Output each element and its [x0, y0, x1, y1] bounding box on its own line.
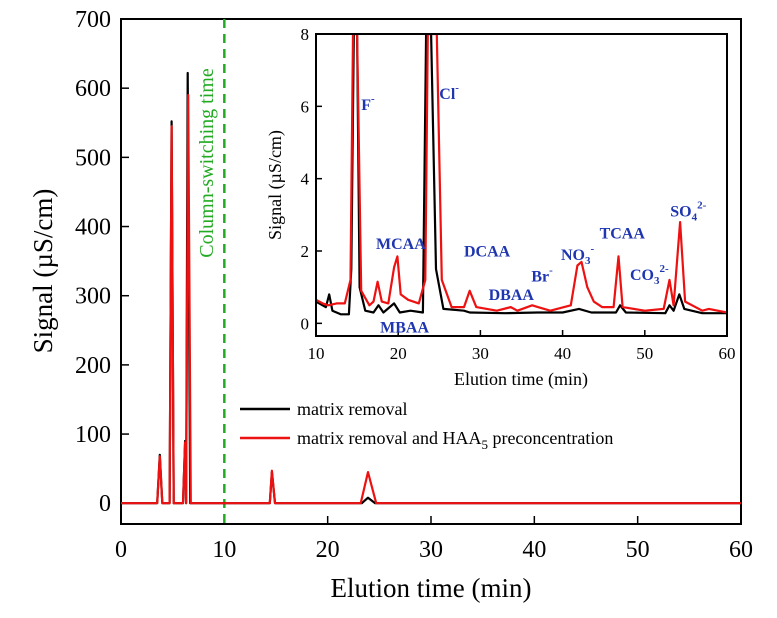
legend-label-preconcentration-main: matrix removal and HAA	[297, 428, 481, 448]
main-y-axis-title: Signal (µS/cm)	[28, 189, 58, 354]
main-x-tick-label-20: 20	[316, 537, 340, 563]
inset-y-tick-label-6: 6	[301, 97, 310, 116]
inset-x-tick-label-20: 20	[390, 344, 407, 363]
main-y-tick-label-500: 500	[75, 145, 111, 171]
main-x-tick-label-0: 0	[115, 537, 127, 563]
main-y-tick-label-400: 400	[75, 215, 111, 241]
main-series-matrix-removal-and-haa5-preconcentration	[121, 94, 741, 505]
main-y-tick-label-600: 600	[75, 76, 111, 102]
inset-series-group	[316, 34, 727, 316]
annotation-dcaa: DCAA	[464, 243, 511, 260]
annotation-cl: Cl-	[439, 82, 459, 103]
main-x-tick-label-50: 50	[626, 537, 650, 563]
inset-x-tick-label-30: 30	[472, 344, 489, 363]
annotation-co: CO32-	[630, 263, 669, 287]
annotation-tcaa: TCAA	[600, 225, 646, 242]
column-switching-label: Column-switching time	[196, 68, 218, 258]
inset-background	[316, 34, 727, 336]
main-y-tick-label-0: 0	[99, 491, 111, 517]
inset-x-tick-label-10: 10	[308, 344, 325, 363]
inset-series-matrix-removal	[316, 34, 727, 316]
inset-plot-frame	[315, 33, 728, 337]
inset-x-axis-title: Elution time (min)	[454, 369, 588, 390]
main-y-tick-label-300: 300	[75, 284, 111, 310]
inset-y-tick-label-2: 2	[301, 242, 310, 261]
main-x-tick-label-60: 60	[729, 537, 753, 563]
inset-y-axis-title: Signal (µS/cm)	[265, 130, 286, 240]
inset-y-tick-label-8: 8	[301, 25, 310, 44]
inset-x-tick-label-50: 50	[636, 344, 653, 363]
legend-label-preconcentration-sub: 5	[481, 437, 488, 452]
inset-x-tick-label-60: 60	[719, 344, 736, 363]
inset-plot: 10 20 30 40 50 60 0 2 4 6 8 F- Cl- MCAA DCAA MBAA DBAAB…	[265, 25, 736, 390]
legend: matrix removal matrix removal and HAA5 p…	[240, 399, 613, 452]
annotation-mbaa: MBAA	[380, 319, 429, 336]
annotation-dbaa: DBAA	[489, 287, 535, 304]
inset-x-tick-label-40: 40	[554, 344, 571, 363]
main-y-tick-label-100: 100	[75, 422, 111, 448]
legend-label-matrix-removal: matrix removal	[297, 399, 407, 419]
main-x-axis-title: Elution time (min)	[331, 573, 532, 603]
main-y-tick-label-700: 700	[75, 7, 111, 33]
legend-label-preconcentration-tail: preconcentration	[488, 428, 613, 448]
main-y-tick-label-200: 200	[75, 353, 111, 379]
main-series-group	[121, 71, 741, 505]
inset-y-tick-label-0: 0	[301, 314, 310, 333]
annotation-so: SO42-	[670, 200, 706, 224]
annotation-f: F-	[361, 93, 375, 114]
main-x-tick-label-10: 10	[212, 537, 236, 563]
annotation-no: NO3-	[561, 243, 595, 267]
inset-series-matrix-removal-and-haa5-preconcentration	[316, 34, 727, 314]
annotation-br: Br-	[531, 265, 553, 286]
inset-y-tick-label-4: 4	[301, 170, 310, 189]
main-x-tick-label-30: 30	[419, 537, 443, 563]
annotation-mcaa: MCAA	[376, 236, 426, 253]
main-x-tick-label-40: 40	[522, 537, 546, 563]
legend-label-preconcentration: matrix removal and HAA5 preconcentration	[297, 428, 613, 452]
